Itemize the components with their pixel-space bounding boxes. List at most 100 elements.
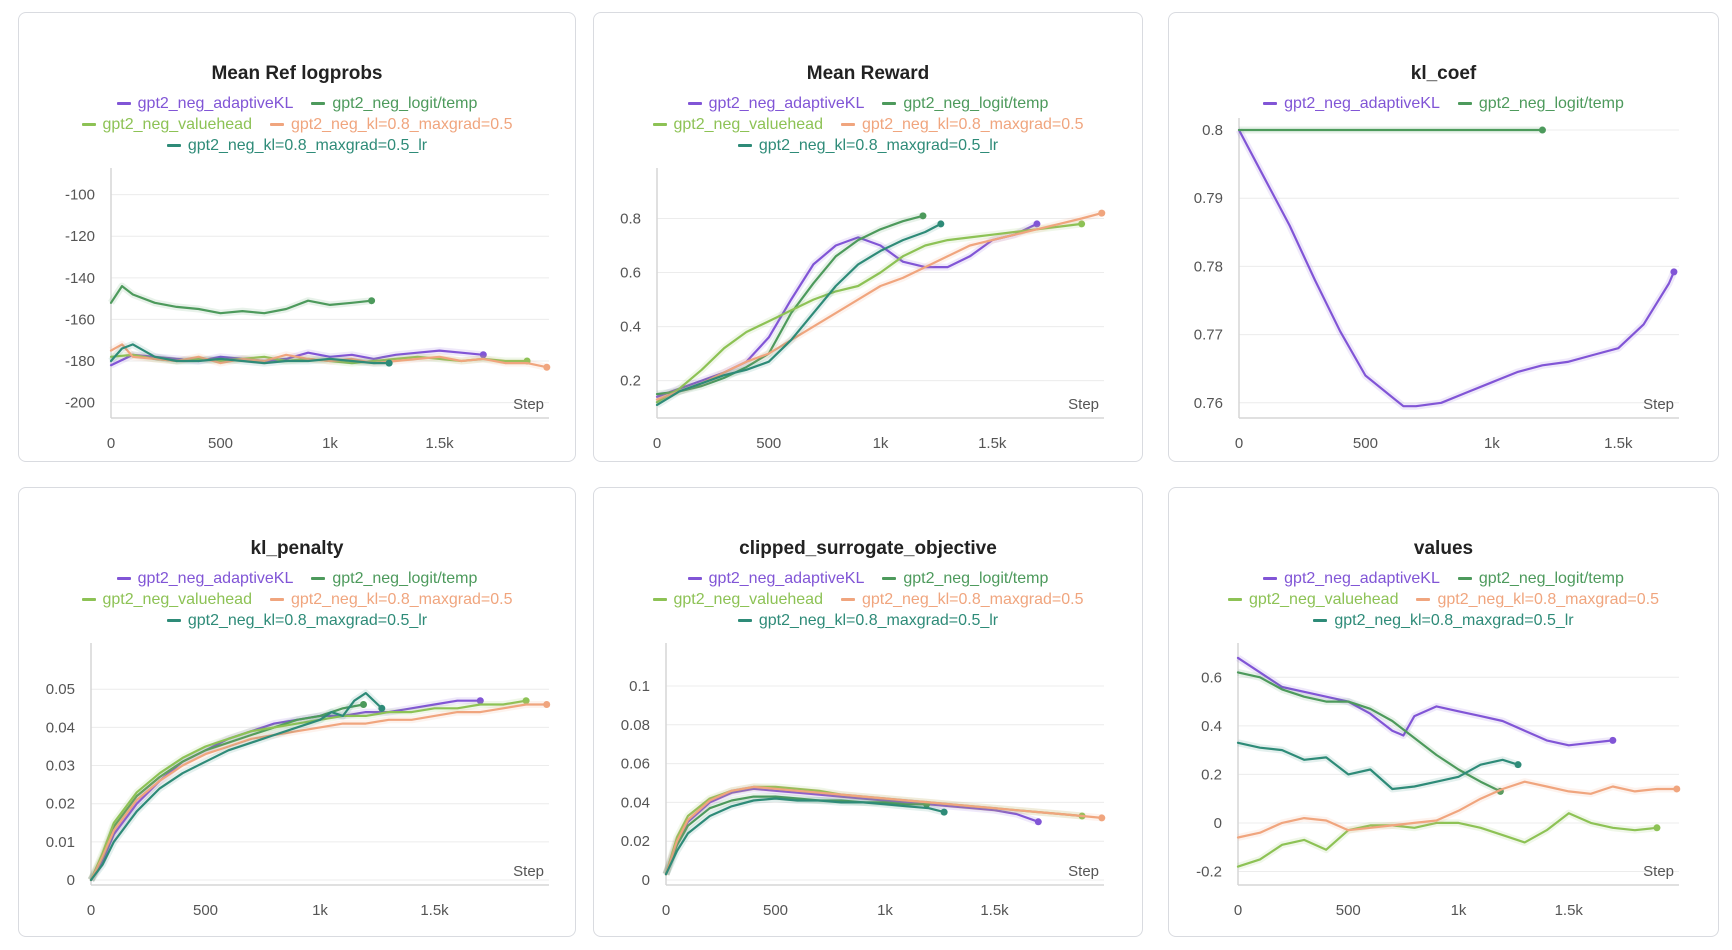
legend-line-icon (311, 577, 326, 581)
series-end-point[interactable] (940, 808, 948, 816)
legend-item[interactable]: gpt2_neg_kl=0.8_maxgrad=0.5_lr (737, 135, 998, 156)
legend-item[interactable]: gpt2_neg_adaptiveKL (687, 568, 864, 589)
series-line-gpt2-neg-adaptivekl[interactable] (89, 699, 482, 882)
chart-panel-mean-reward[interactable]: 0.2 0.4 0.6 0.8 0 500 1k 1.5k Step Mean Reward gpt… (593, 12, 1143, 462)
legend-item[interactable]: gpt2_neg_valuehead (652, 114, 823, 135)
series-end-point[interactable] (1098, 209, 1106, 217)
legend-item[interactable]: gpt2_neg_valuehead (1228, 589, 1398, 610)
legend-item[interactable]: gpt2_neg_logit/temp (311, 568, 477, 589)
legend-item[interactable]: gpt2_neg_logit/temp (1457, 568, 1624, 589)
series-line-gpt2-neg-adaptivekl[interactable] (1236, 656, 1614, 747)
series-line-gpt2-neg-valuehead[interactable] (1236, 812, 1658, 868)
series-end-point[interactable] (360, 701, 368, 709)
series-line-gpt2-neg-adaptivekl[interactable] (664, 787, 1040, 876)
chart-panel-kl-coef[interactable]: 0.76 0.77 0.78 0.79 0.8 0 500 1k 1.5k Step kl_coef… (1168, 12, 1719, 462)
series-line-gpt2-neg-kl-0-8-maxgrad-0-5[interactable] (664, 785, 1103, 876)
legend-line-icon (81, 123, 96, 127)
series-end-point[interactable] (1098, 814, 1106, 822)
legend-item[interactable]: gpt2_neg_kl=0.8_maxgrad=0.5_lr (737, 610, 998, 631)
series-line-gpt2-neg-logit-temp[interactable] (655, 214, 925, 396)
y-tick-label: 0.2 (1201, 766, 1222, 783)
series-end-point[interactable] (1034, 818, 1042, 826)
legend-label: gpt2_neg_kl=0.8_maxgrad=0.5_lr (187, 137, 428, 154)
y-tick-label: 0.02 (46, 796, 75, 813)
plot-area[interactable]: 0 0.01 0.02 0.03 0.04 0.05 0 500 1k 1.5k Step (19, 488, 577, 938)
series-end-point[interactable] (1670, 268, 1678, 276)
series-end-point[interactable] (1673, 785, 1681, 793)
x-tick-label: 1k (873, 435, 889, 452)
series-line-gpt2-neg-kl-0-8-maxgrad-0-5[interactable] (655, 212, 1103, 401)
legend-item[interactable]: gpt2_neg_valuehead (652, 589, 823, 610)
series-end-point[interactable] (919, 212, 927, 220)
plot-area[interactable]: 0.76 0.77 0.78 0.79 0.8 0 500 1k 1.5k Step (1169, 13, 1720, 463)
series-end-point[interactable] (1609, 736, 1617, 744)
series-end-point[interactable] (368, 297, 376, 305)
legend-item[interactable]: gpt2_neg_adaptiveKL (1263, 93, 1440, 114)
series-end-point[interactable] (522, 697, 530, 705)
series-end-point[interactable] (1538, 126, 1546, 134)
legend-item[interactable]: gpt2_neg_adaptiveKL (116, 93, 293, 114)
series-end-point[interactable] (1078, 220, 1086, 228)
chart-panel-values[interactable]: -0.2 0 0.2 0.4 0.6 0 500 1k 1.5k Step values gpt2_n… (1168, 487, 1719, 937)
legend-label: gpt2_neg_adaptiveKL (137, 570, 294, 587)
legend-item[interactable]: gpt2_neg_adaptiveKL (1263, 568, 1440, 589)
series-line-gpt2-neg-valuehead[interactable] (655, 222, 1083, 404)
legend-item[interactable]: gpt2_neg_logit/temp (1457, 93, 1624, 114)
x-tick-label: 500 (208, 435, 233, 452)
series-end-point[interactable] (937, 220, 945, 228)
series-line-gpt2-neg-kl-0-8-maxgrad-0-5-lr[interactable] (1236, 741, 1520, 791)
legend-item[interactable]: gpt2_neg_adaptiveKL (687, 93, 864, 114)
legend-item[interactable]: gpt2_neg_logit/temp (882, 568, 1048, 589)
legend-item[interactable]: gpt2_neg_kl=0.8_maxgrad=0.5 (1416, 589, 1659, 610)
chart-panel-kl-penalty[interactable]: 0 0.01 0.02 0.03 0.04 0.05 0 500 1k 1.5k Step kl_pe… (18, 487, 576, 937)
legend-item[interactable]: gpt2_neg_valuehead (81, 114, 252, 135)
chart-title: Mean Reward (806, 63, 930, 84)
legend-item[interactable]: gpt2_neg_logit/temp (311, 93, 477, 114)
x-tick-label: 1.5k (1555, 902, 1584, 919)
y-tick-label: 0.04 (621, 794, 650, 811)
chart-panel-mean-ref-logprobs[interactable]: -200 -180 -160 -140 -120 -100 0 500 1k 1.5k Step Me… (18, 12, 576, 462)
series-end-point[interactable] (378, 704, 386, 712)
legend-line-icon (687, 577, 702, 581)
legend-item[interactable]: gpt2_neg_kl=0.8_maxgrad=0.5 (840, 114, 1084, 135)
series-end-point[interactable] (543, 701, 551, 709)
series-line-gpt2-neg-kl-0-8-maxgrad-0-5-lr[interactable] (89, 692, 383, 882)
series-end-point[interactable] (1653, 824, 1661, 832)
series-end-point[interactable] (543, 363, 551, 371)
x-tick-label: 1.5k (425, 435, 454, 452)
series-line-gpt2-neg-logit-temp[interactable] (109, 285, 373, 315)
legend-item[interactable]: gpt2_neg_kl=0.8_maxgrad=0.5 (269, 114, 513, 135)
series-line-gpt2-neg-kl-0-8-maxgrad-0-5-lr[interactable] (109, 343, 391, 365)
plot-area[interactable]: -0.2 0 0.2 0.4 0.6 0 500 1k 1.5k Step (1169, 488, 1720, 938)
series-line-gpt2-neg-logit-temp[interactable] (1236, 671, 1502, 793)
series-end-point[interactable] (1514, 761, 1522, 769)
series-line-gpt2-neg-kl-0-8-maxgrad-0-5[interactable] (89, 703, 548, 882)
series-end-point[interactable] (385, 359, 393, 367)
chart-title: clipped_surrogate_objective (739, 538, 997, 559)
legend-item[interactable]: gpt2_neg_adaptiveKL (116, 568, 294, 589)
series-line-gpt2-neg-logit-temp[interactable] (664, 795, 928, 876)
legend-item[interactable]: gpt2_neg_kl=0.8_maxgrad=0.5_lr (166, 610, 427, 631)
plot-area[interactable]: -200 -180 -160 -140 -120 -100 0 500 1k 1.5k Step (19, 13, 577, 463)
series-line-gpt2-neg-kl-0-8-maxgrad-0-5[interactable] (1236, 780, 1678, 839)
chart-legend: gpt2_neg_adaptiveKL gpt2_neg_logit/temp gp… (29, 93, 565, 156)
chart-panel-clipped-surrogate-objective[interactable]: 0 0.02 0.04 0.06 0.08 0.1 0 500 1k 1.5k Step clippe… (593, 487, 1143, 937)
series-line-gpt2-neg-valuehead[interactable] (89, 699, 528, 882)
plot-area[interactable]: 0.2 0.4 0.6 0.8 0 500 1k 1.5k Step (594, 13, 1144, 463)
legend-item[interactable]: gpt2_neg_kl=0.8_maxgrad=0.5_lr (166, 135, 428, 156)
plot-area[interactable]: 0 0.02 0.04 0.06 0.08 0.1 0 500 1k 1.5k Step (594, 488, 1144, 938)
legend-item[interactable]: gpt2_neg_kl=0.8_maxgrad=0.5_lr (1313, 610, 1574, 631)
legend-item[interactable]: gpt2_neg_valuehead (81, 589, 252, 610)
series-end-point[interactable] (479, 351, 487, 359)
series-end-point[interactable] (1033, 220, 1041, 228)
legend-item[interactable]: gpt2_neg_kl=0.8_maxgrad=0.5 (840, 589, 1084, 610)
x-tick-label: 0 (662, 902, 670, 919)
legend-item[interactable]: gpt2_neg_kl=0.8_maxgrad=0.5 (269, 589, 513, 610)
legend-line-icon (166, 144, 181, 148)
series-line-gpt2-neg-kl-0-8-maxgrad-0-5-lr[interactable] (655, 222, 942, 406)
series-end-point[interactable] (476, 697, 484, 705)
series-line-gpt2-neg-kl-0-8-maxgrad-0-5-lr[interactable] (664, 797, 946, 876)
series-line-gpt2-neg-adaptivekl[interactable] (1237, 128, 1675, 408)
series-line-gpt2-neg-logit-temp[interactable] (89, 703, 365, 882)
legend-item[interactable]: gpt2_neg_logit/temp (882, 93, 1048, 114)
